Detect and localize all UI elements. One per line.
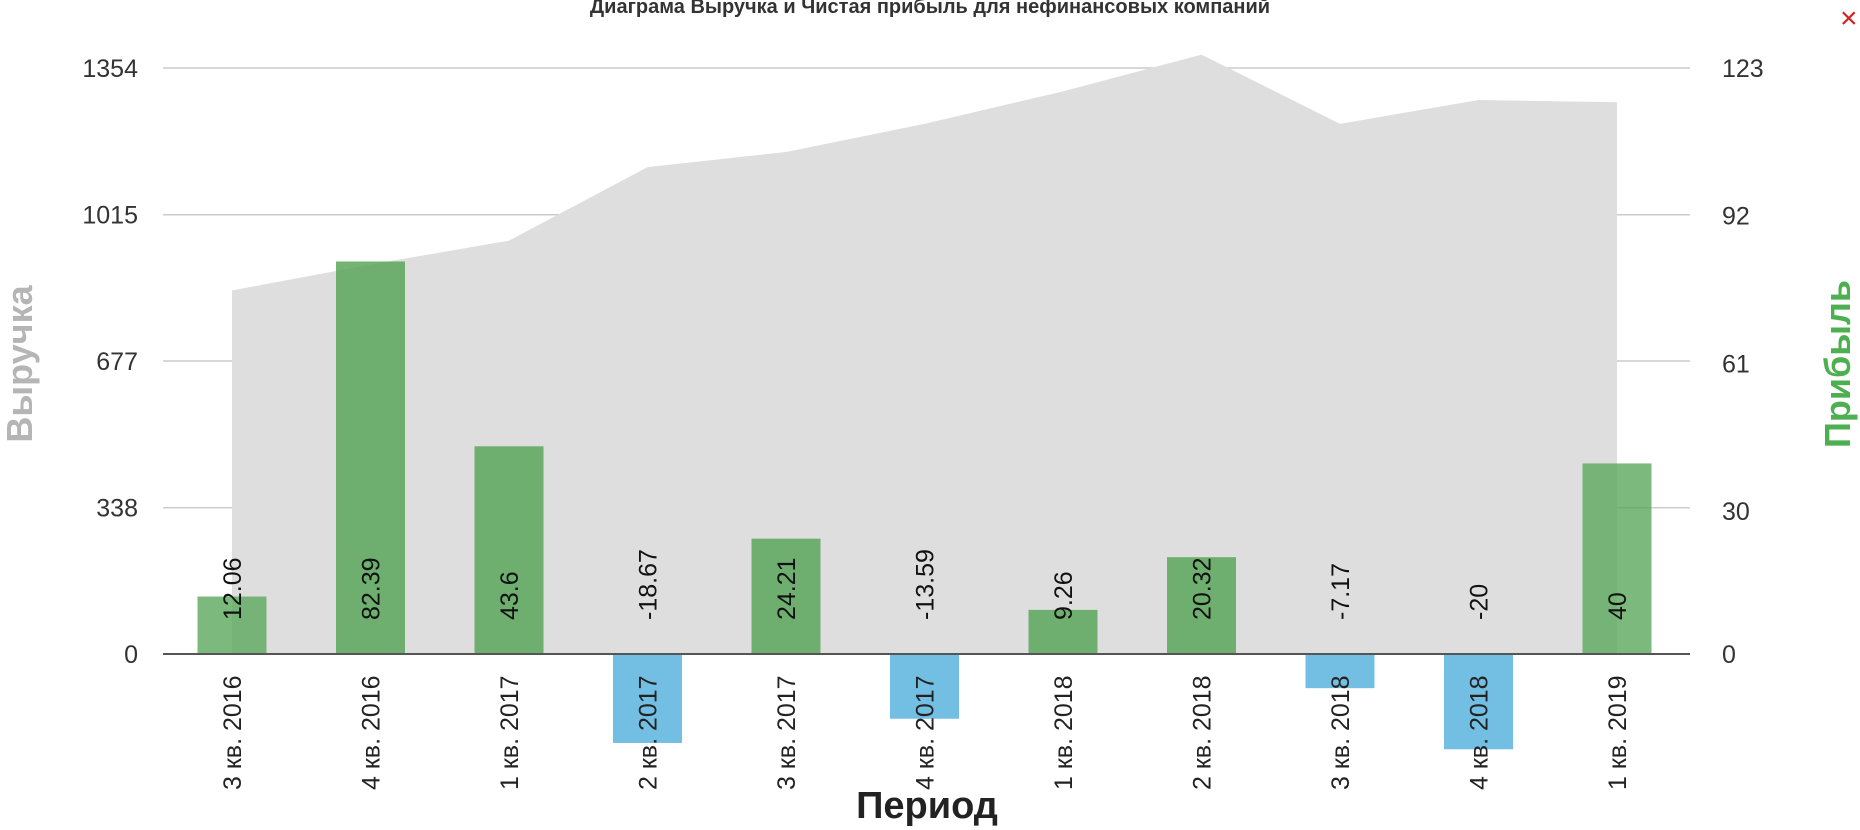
- profit-bars-layer: [197, 261, 1652, 750]
- data-label: 40: [1604, 592, 1632, 620]
- loss-bar[interactable]: [1444, 654, 1513, 750]
- x-tick-label: 1 кв. 2018: [1050, 675, 1078, 790]
- left-tick-label: 1015: [82, 202, 138, 230]
- data-label: -18.67: [635, 549, 663, 620]
- data-label: 9.26: [1050, 571, 1078, 620]
- x-tick-label: 4 кв. 2017: [912, 675, 940, 790]
- data-label: 82.39: [358, 557, 386, 620]
- x-tick-label: 1 кв. 2019: [1604, 675, 1632, 790]
- x-tick-label: 4 кв. 2018: [1466, 675, 1494, 790]
- revenue-area: [232, 54, 1617, 655]
- left-axis-ticks: 0 338 677 1015 1354: [82, 55, 138, 669]
- loss-bar[interactable]: [890, 654, 959, 719]
- right-tick-label: 0: [1722, 641, 1736, 669]
- left-tick-label: 338: [96, 495, 138, 523]
- right-tick-label: 123: [1722, 55, 1764, 83]
- x-axis-label: Период: [856, 785, 998, 827]
- data-label: 43.6: [496, 571, 524, 620]
- left-tick-label: 0: [124, 641, 138, 669]
- data-label: -13.59: [912, 549, 940, 620]
- x-axis-ticks: 3 кв. 2016 4 кв. 2016 1 кв. 2017 2 кв. 2017…: [219, 675, 1632, 790]
- loss-bar[interactable]: [1305, 654, 1375, 689]
- x-tick-label: 4 кв. 2016: [358, 675, 386, 790]
- x-tick-label: 3 кв. 2016: [219, 675, 247, 790]
- profit-bar[interactable]: [197, 596, 267, 654]
- loss-bar[interactable]: [613, 654, 682, 743]
- close-icon[interactable]: ×: [1840, 2, 1858, 35]
- profit-bar[interactable]: [1167, 557, 1236, 654]
- left-tick-label: 1354: [82, 55, 138, 83]
- x-tick-label: 2 кв. 2018: [1189, 675, 1217, 790]
- data-label: -20: [1466, 584, 1494, 620]
- right-tick-label: 61: [1722, 350, 1750, 378]
- revenue-area-layer: [232, 54, 1617, 655]
- left-tick-label: 677: [96, 348, 138, 376]
- profit-bar[interactable]: [474, 446, 544, 654]
- profit-bar[interactable]: [336, 261, 405, 654]
- x-tick-label: 3 кв. 2017: [773, 675, 801, 790]
- data-label: -7.17: [1327, 563, 1355, 620]
- right-axis-ticks: 0 30 61 92 123: [1722, 55, 1764, 669]
- right-tick-label: 30: [1722, 498, 1750, 526]
- data-label: 12.06: [219, 557, 247, 620]
- right-tick-label: 92: [1722, 203, 1750, 231]
- profit-bar[interactable]: [751, 538, 821, 654]
- x-tick-label: 1 кв. 2017: [496, 675, 524, 790]
- x-tick-label: 3 кв. 2018: [1327, 675, 1355, 790]
- right-axis-label: Прибыль: [1817, 280, 1858, 448]
- data-label: 24.21: [773, 557, 801, 620]
- profit-bar[interactable]: [1582, 463, 1652, 654]
- chart-title: Диаграма Выручка и Чистая прибыль для не…: [590, 0, 1270, 18]
- left-axis-label: Выручка: [0, 284, 40, 442]
- data-label: 20.32: [1189, 557, 1217, 620]
- x-tick-label: 2 кв. 2017: [635, 675, 663, 790]
- profit-bar[interactable]: [1028, 609, 1098, 654]
- data-labels: 12.06 82.39 43.6 -18.67 24.21 -13.59 9.26 20.32…: [219, 549, 1632, 620]
